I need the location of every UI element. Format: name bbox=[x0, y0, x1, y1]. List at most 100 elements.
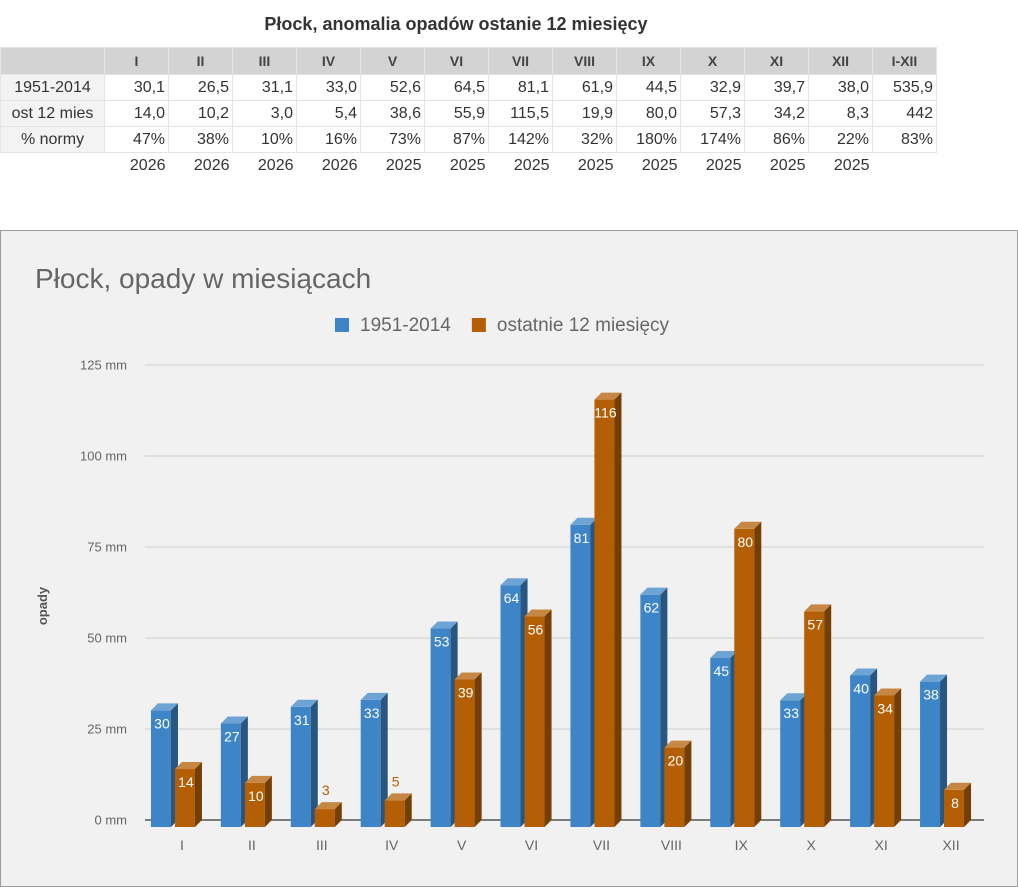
bar-recent-VII: 116 bbox=[594, 392, 622, 827]
table-cell: 83% bbox=[872, 126, 937, 153]
bar-recent-X: 57 bbox=[804, 604, 832, 827]
x-tick-label: IV bbox=[385, 837, 399, 853]
table-cell: 44,5 bbox=[616, 74, 681, 101]
table-header-cell: VII bbox=[488, 47, 553, 75]
data-label: 14 bbox=[178, 774, 194, 790]
bar-side bbox=[194, 762, 202, 827]
bar-top bbox=[314, 802, 342, 810]
bar-top bbox=[500, 578, 528, 586]
data-label: 20 bbox=[668, 753, 684, 769]
table-cell: 73% bbox=[360, 126, 425, 153]
data-label: 45 bbox=[714, 663, 730, 679]
table-cell: 535,9 bbox=[872, 74, 937, 101]
bar-chart: Płock, opady w miesiącach opady 1951-201… bbox=[35, 263, 984, 853]
x-tick-label: XII bbox=[942, 837, 959, 853]
bar-recent-IX: 80 bbox=[734, 521, 762, 827]
table-cell: 81,1 bbox=[488, 74, 553, 101]
bar-normal-IX: 45 bbox=[710, 651, 738, 827]
bar-recent-I: 14 bbox=[174, 762, 202, 827]
table-cell: 39,7 bbox=[744, 74, 809, 101]
chart-panel: Płock, opady w miesiącach opady 1951-201… bbox=[0, 230, 1018, 887]
table-cell: 64,5 bbox=[424, 74, 489, 101]
table-cell: 86% bbox=[744, 126, 809, 153]
bar-top bbox=[874, 688, 902, 696]
bar-normal-XII: 38 bbox=[920, 674, 948, 827]
bar-top bbox=[150, 703, 178, 711]
bar-top bbox=[360, 692, 388, 700]
year-cell: 2026 bbox=[257, 156, 294, 174]
data-label: 33 bbox=[783, 705, 799, 721]
data-label: 8 bbox=[951, 795, 959, 811]
bar-front bbox=[780, 700, 801, 827]
year-cell: 2026 bbox=[321, 156, 358, 174]
data-label: 53 bbox=[434, 634, 450, 650]
y-tick-label: 0 mm bbox=[95, 813, 128, 828]
table-cell: 180% bbox=[616, 126, 681, 153]
bar-front bbox=[524, 616, 545, 827]
bar-side bbox=[264, 775, 272, 827]
data-label: 81 bbox=[574, 530, 590, 546]
table-cell: 38,0 bbox=[808, 74, 873, 101]
bar-front bbox=[804, 611, 825, 827]
bar-side bbox=[544, 609, 552, 827]
x-tick-label: XI bbox=[875, 837, 888, 853]
bar-front bbox=[710, 658, 731, 827]
year-cell: 2025 bbox=[449, 156, 486, 174]
bar-front bbox=[384, 800, 405, 827]
data-label: 31 bbox=[294, 712, 310, 728]
table-header-cell: I-XII bbox=[872, 47, 937, 75]
bar-side bbox=[334, 802, 342, 827]
bar-front bbox=[570, 524, 591, 827]
bar-front bbox=[360, 699, 381, 827]
table-header-cell: IV bbox=[296, 47, 361, 75]
table-cell: 142% bbox=[488, 126, 553, 153]
bar-front bbox=[220, 723, 241, 827]
bar-recent-II: 10 bbox=[244, 775, 272, 827]
x-tick-label: IX bbox=[735, 837, 749, 853]
year-cell: 2025 bbox=[705, 156, 742, 174]
bar-top bbox=[290, 699, 318, 707]
y-axis-ticks: 0 mm 25 mm 50 mm 75 mm 100 mm 125 mm bbox=[80, 358, 127, 828]
table-cell: 26,5 bbox=[168, 74, 233, 101]
bar-normal-VII: 81 bbox=[570, 517, 598, 827]
table-cell: 38,6 bbox=[360, 100, 425, 127]
row-label: 1951-2014 bbox=[0, 74, 105, 101]
chart-title: Płock, opady w miesiącach bbox=[35, 263, 371, 294]
bar-top bbox=[804, 604, 832, 612]
table-header-cell bbox=[0, 47, 105, 75]
table-header-cell: V bbox=[360, 47, 425, 75]
bar-recent-III: 3 bbox=[314, 782, 342, 827]
year-cell: 2025 bbox=[833, 156, 870, 174]
table-cell: 57,3 bbox=[680, 100, 745, 127]
table-header-cell: VIII bbox=[552, 47, 617, 75]
table-cell: 14,0 bbox=[104, 100, 169, 127]
y-tick-label: 25 mm bbox=[87, 722, 127, 737]
data-label: 39 bbox=[458, 684, 474, 700]
table-header-cell: X bbox=[680, 47, 745, 75]
bar-top bbox=[664, 740, 692, 748]
x-tick-label: VI bbox=[525, 837, 538, 853]
data-label: 27 bbox=[224, 729, 240, 745]
data-label: 5 bbox=[392, 773, 400, 789]
bar-front bbox=[640, 594, 661, 827]
table-cell: 31,1 bbox=[232, 74, 297, 101]
table-cell: 32% bbox=[552, 126, 617, 153]
bar-front bbox=[430, 628, 451, 827]
x-tick-label: II bbox=[248, 837, 256, 853]
table-row: 1951-2014 30,1 26,5 31,1 33,0 52,6 64,5 … bbox=[0, 74, 937, 101]
bar-front bbox=[314, 809, 335, 827]
bar-top bbox=[920, 674, 948, 682]
bar-side bbox=[824, 604, 832, 827]
table-cell: 115,5 bbox=[488, 100, 553, 127]
bar-front bbox=[594, 399, 615, 827]
table-cell: 10,2 bbox=[168, 100, 233, 127]
bar-front bbox=[734, 528, 755, 827]
y-tick-label: 50 mm bbox=[87, 631, 127, 646]
table-cell: 22% bbox=[808, 126, 873, 153]
y-tick-label: 75 mm bbox=[87, 540, 127, 555]
bar-front bbox=[874, 695, 895, 827]
legend-swatch bbox=[335, 318, 349, 332]
table-cell: 10% bbox=[232, 126, 297, 153]
bar-recent-V: 39 bbox=[454, 672, 482, 827]
bar-front bbox=[920, 681, 941, 827]
